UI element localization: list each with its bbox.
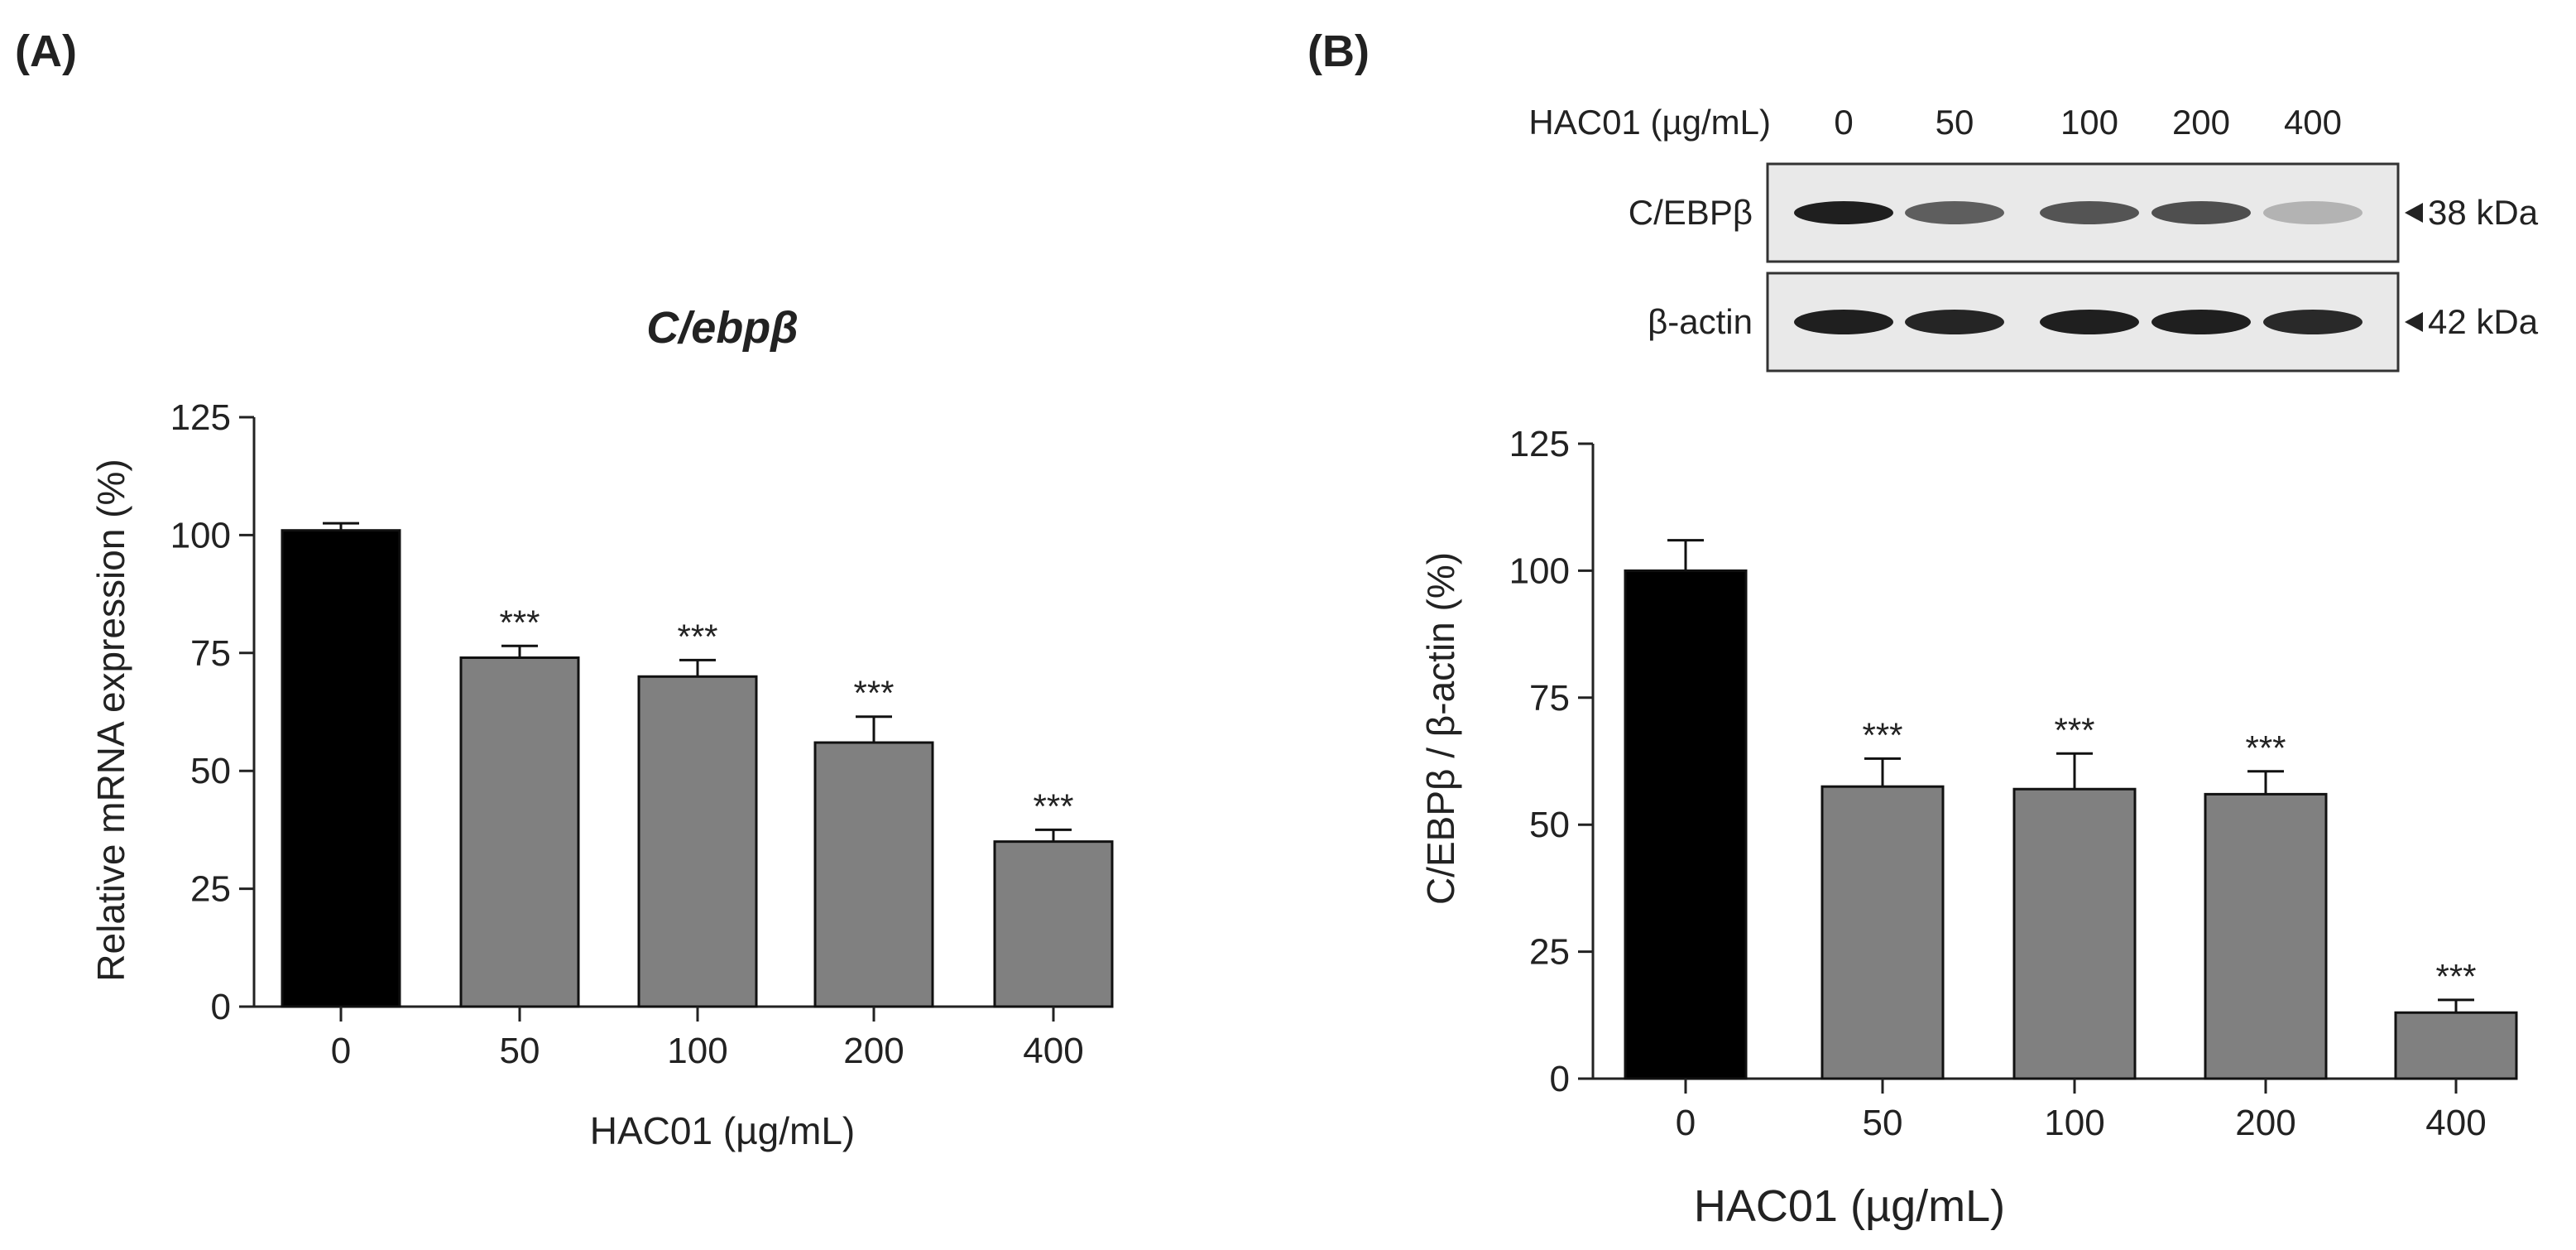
x-tick-label: 0 bbox=[331, 1031, 351, 1071]
y-tick-label: 100 bbox=[1509, 550, 1570, 591]
x-tick-label: 200 bbox=[843, 1031, 904, 1071]
y-tick-label: 0 bbox=[1550, 1059, 1570, 1099]
x-tick-label: 200 bbox=[2235, 1103, 2295, 1143]
significance-label: *** bbox=[853, 674, 894, 713]
panel-a-label: (A) bbox=[15, 26, 77, 76]
bar bbox=[2394, 1011, 2518, 1080]
bar bbox=[1820, 785, 1945, 1080]
blot-band bbox=[2151, 201, 2251, 224]
western-blot: HAC01 (µg/mL) 0 50 100 200 400 C/EBPβ β-… bbox=[1528, 103, 2539, 373]
blot-band bbox=[1794, 310, 1893, 334]
blot-lane-label: 0 bbox=[1834, 103, 1853, 142]
chart-a-x-axis-label: HAC01 (µg/mL) bbox=[590, 1109, 855, 1152]
significance-label: *** bbox=[1862, 715, 1902, 754]
blot-lane-label: 400 bbox=[2284, 103, 2342, 142]
x-tick-label: 100 bbox=[667, 1031, 727, 1071]
x-tick-label: 400 bbox=[2425, 1103, 2486, 1143]
chart-b-x-axis-label: HAC01 (µg/mL) bbox=[1694, 1181, 2005, 1231]
marker-arrow-icon bbox=[2405, 312, 2423, 332]
blot-band bbox=[2263, 310, 2363, 334]
chart-b-y-axis-label: C/EBPβ / β-actin (%) bbox=[1419, 552, 1462, 905]
blot-band bbox=[2151, 310, 2251, 334]
x-tick-label: 0 bbox=[1676, 1103, 1696, 1143]
significance-label: *** bbox=[499, 603, 540, 642]
significance-label: *** bbox=[2245, 728, 2286, 767]
x-tick-label: 50 bbox=[500, 1031, 540, 1071]
y-tick-label: 100 bbox=[170, 515, 231, 555]
y-tick-label: 25 bbox=[1529, 932, 1570, 973]
marker-arrow-icon bbox=[2405, 203, 2423, 223]
blot-lane-label: 50 bbox=[1936, 103, 1974, 142]
x-tick-label: 100 bbox=[2044, 1103, 2104, 1143]
bar bbox=[281, 529, 401, 1008]
bar bbox=[1624, 569, 1748, 1080]
y-tick-label: 50 bbox=[1529, 805, 1570, 845]
y-tick-label: 0 bbox=[211, 987, 231, 1027]
bar bbox=[637, 675, 758, 1008]
y-tick-label: 25 bbox=[190, 869, 231, 910]
bar bbox=[993, 840, 1114, 1008]
bar bbox=[2204, 792, 2328, 1080]
y-tick-label: 50 bbox=[190, 751, 231, 791]
significance-label: *** bbox=[1033, 786, 1073, 825]
chart-a-title: C/ebpβ bbox=[646, 303, 799, 353]
bar bbox=[459, 656, 580, 1008]
blot-band bbox=[2040, 201, 2139, 224]
significance-label: *** bbox=[677, 617, 717, 656]
blot-band bbox=[1794, 201, 1893, 224]
significance-label: *** bbox=[2435, 957, 2476, 996]
blot-bands bbox=[1794, 201, 2363, 334]
blot-band bbox=[1905, 310, 2004, 334]
blot-row-label-cebpb: C/EBPβ bbox=[1629, 193, 1753, 232]
blot-band bbox=[2263, 201, 2363, 224]
blot-header-label: HAC01 (µg/mL) bbox=[1528, 103, 1771, 142]
y-tick-label: 125 bbox=[1509, 424, 1570, 464]
x-tick-label: 50 bbox=[1863, 1103, 1903, 1143]
blot-marker-42kda: 42 kDa bbox=[2428, 302, 2539, 341]
blot-marker-38kda: 38 kDa bbox=[2428, 193, 2539, 232]
bar bbox=[813, 741, 934, 1008]
x-tick-label: 400 bbox=[1023, 1031, 1083, 1071]
y-tick-label: 75 bbox=[190, 633, 231, 674]
panel-b-label: (B) bbox=[1307, 26, 1370, 76]
chart-b: HAC01 (µg/mL) C/EBPβ / β-actin (%) 0 25 50… bbox=[1419, 424, 2518, 1231]
blot-lane-label: 100 bbox=[2060, 103, 2118, 142]
y-tick-label: 125 bbox=[170, 397, 231, 438]
chart-a: C/ebpβ HAC01 (µg/mL) Relative mRNA expre… bbox=[89, 303, 1114, 1152]
chart-a-y-axis-label: Relative mRNA expression (%) bbox=[89, 459, 132, 981]
significance-label: *** bbox=[2054, 710, 2094, 749]
y-tick-label: 75 bbox=[1529, 678, 1570, 719]
blot-row-label-actin: β-actin bbox=[1648, 302, 1753, 341]
blot-band bbox=[2040, 310, 2139, 334]
bar bbox=[2012, 787, 2137, 1080]
blot-band bbox=[1905, 201, 2004, 224]
blot-lane-label: 200 bbox=[2172, 103, 2230, 142]
